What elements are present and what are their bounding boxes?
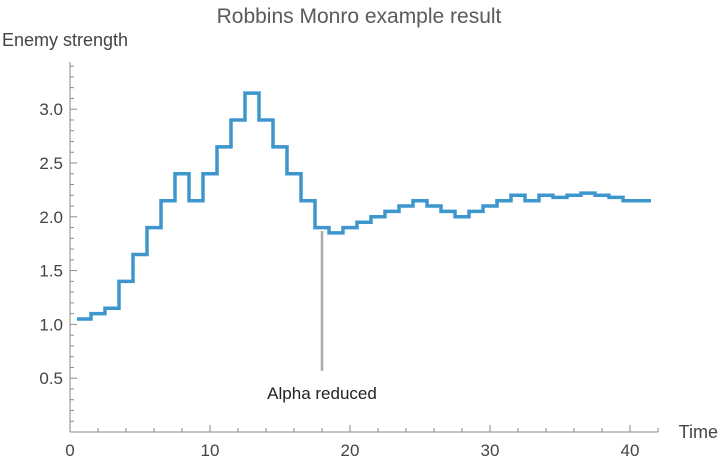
data-point bbox=[601, 194, 604, 197]
annotation-label: Alpha reduced bbox=[267, 384, 377, 403]
y-tick-label: 1.5 bbox=[39, 262, 63, 281]
data-point bbox=[433, 205, 436, 208]
data-point bbox=[615, 196, 618, 199]
y-tick-label: 2.0 bbox=[39, 208, 63, 227]
data-point bbox=[265, 118, 268, 121]
data-point bbox=[83, 318, 86, 321]
annotations: Alpha reduced bbox=[267, 230, 377, 403]
y-tick-label: 1.0 bbox=[39, 315, 63, 334]
data-point bbox=[293, 172, 296, 175]
data-point bbox=[307, 199, 310, 202]
data-point bbox=[587, 192, 590, 195]
series-line bbox=[77, 91, 651, 321]
axis-tick-labels: 0 10 20 30 40 0.5 1.0 1.5 2.0 2.5 3.0 bbox=[39, 100, 639, 460]
x-tick-label: 10 bbox=[201, 441, 220, 460]
x-tick-label: 40 bbox=[621, 441, 640, 460]
data-point bbox=[531, 199, 534, 202]
data-point bbox=[419, 199, 422, 202]
x-tick-label: 0 bbox=[65, 441, 74, 460]
data-point bbox=[475, 210, 478, 213]
data-point bbox=[559, 196, 562, 199]
data-point bbox=[111, 307, 114, 310]
data-point bbox=[447, 210, 450, 213]
data-point bbox=[335, 231, 338, 234]
data-point bbox=[237, 118, 240, 121]
data-point bbox=[391, 210, 394, 213]
data-point bbox=[629, 199, 632, 202]
data-point bbox=[279, 145, 282, 148]
data-point bbox=[195, 199, 198, 202]
y-axis-label: Enemy strength bbox=[2, 30, 128, 50]
axis-ticks bbox=[69, 65, 659, 432]
x-tick-label: 20 bbox=[341, 441, 360, 460]
data-point bbox=[643, 199, 646, 202]
y-tick-label: 0.5 bbox=[39, 369, 63, 388]
x-tick-label: 30 bbox=[481, 441, 500, 460]
data-point bbox=[489, 205, 492, 208]
data-point bbox=[251, 92, 254, 95]
data-point bbox=[363, 221, 366, 224]
series-group bbox=[77, 91, 651, 321]
data-point bbox=[573, 194, 576, 197]
chart-title: Robbins Monro example result bbox=[217, 5, 502, 28]
data-point bbox=[153, 226, 156, 229]
data-point bbox=[405, 205, 408, 208]
data-point bbox=[377, 215, 380, 218]
data-point bbox=[167, 199, 170, 202]
data-point bbox=[545, 194, 548, 197]
data-point bbox=[209, 172, 212, 175]
data-point bbox=[97, 312, 100, 315]
data-point bbox=[349, 226, 352, 229]
y-tick-label: 2.5 bbox=[39, 154, 63, 173]
data-point bbox=[223, 145, 226, 148]
x-axis-label: Time bbox=[679, 422, 718, 442]
data-point bbox=[517, 194, 520, 197]
data-point bbox=[139, 253, 142, 256]
data-point bbox=[321, 226, 324, 229]
y-tick-label: 3.0 bbox=[39, 100, 63, 119]
data-point bbox=[181, 172, 184, 175]
data-point bbox=[125, 280, 128, 283]
data-point bbox=[461, 215, 464, 218]
data-point bbox=[503, 199, 506, 202]
